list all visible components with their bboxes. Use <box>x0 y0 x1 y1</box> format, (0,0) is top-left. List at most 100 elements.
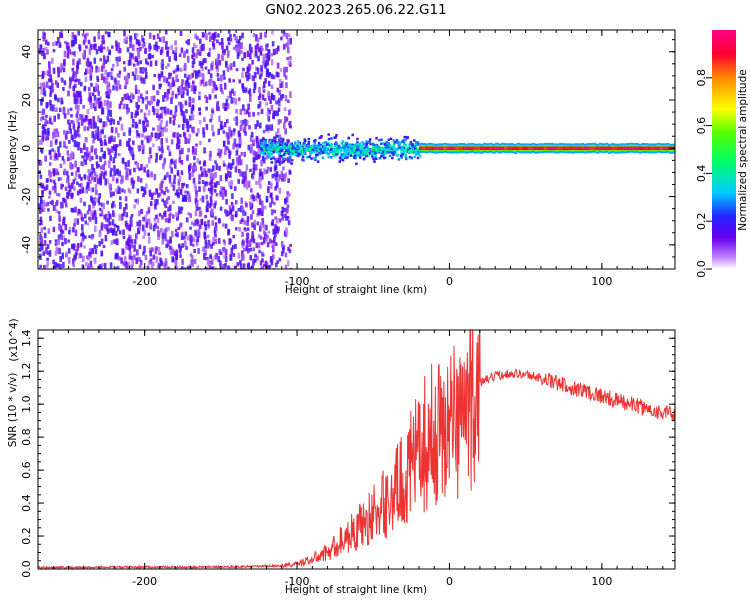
heatmap-cell <box>571 146 575 151</box>
heatmap-cell <box>243 211 247 216</box>
heatmap-cell <box>276 260 279 264</box>
heatmap-cell <box>80 182 83 189</box>
heatmap-cell <box>86 108 90 115</box>
heatmap-cell <box>235 150 239 156</box>
heatmap-cell <box>206 234 210 238</box>
heatmap-cell <box>187 74 191 80</box>
heatmap-cell <box>48 85 51 89</box>
heatmap-cell <box>186 55 190 63</box>
heatmap-cell <box>386 145 390 149</box>
heatmap-cell <box>158 192 162 197</box>
heatmap-cell <box>189 239 193 246</box>
heatmap-cell <box>387 138 390 141</box>
heatmap-cell <box>284 213 287 218</box>
heatmap-cell <box>93 134 96 141</box>
heatmap-cell <box>287 60 291 66</box>
heatmap-cell <box>82 105 85 109</box>
heatmap-cell <box>248 43 252 51</box>
heatmap-cell <box>149 45 152 50</box>
heatmap-cell <box>263 205 267 210</box>
heatmap-cell <box>264 140 268 143</box>
heatmap-cell <box>345 145 348 148</box>
heatmap-cell <box>270 141 273 144</box>
heatmap-cell <box>93 43 97 48</box>
y-tick-label: -20 <box>20 188 33 206</box>
heatmap-cell <box>601 146 606 151</box>
heatmap-cell <box>132 140 135 145</box>
heatmap-cell <box>255 180 258 185</box>
heatmap-cell <box>86 210 90 215</box>
heatmap-cell <box>143 245 146 253</box>
heatmap-cell <box>64 186 68 191</box>
heatmap-cell <box>375 149 379 153</box>
heatmap-cell <box>63 80 67 86</box>
heatmap-cell <box>46 251 50 255</box>
heatmap-cell <box>408 147 412 151</box>
heatmap-cell <box>134 121 138 129</box>
heatmap-cell <box>166 108 170 115</box>
heatmap-cell <box>349 154 352 157</box>
heatmap-cell <box>76 97 79 104</box>
heatmap-cell <box>181 123 185 130</box>
heatmap-cell <box>287 47 290 54</box>
heatmap-cell <box>160 113 163 119</box>
heatmap-cell <box>106 55 110 63</box>
heatmap-cell <box>73 218 77 223</box>
heatmap-cell <box>327 137 331 141</box>
heatmap-cell <box>173 55 177 60</box>
heatmap-cell <box>244 87 248 93</box>
heatmap-cell <box>107 118 110 122</box>
heatmap-cell <box>319 150 323 153</box>
heatmap-cell <box>265 102 268 106</box>
heatmap-cell <box>275 160 279 163</box>
heatmap-cell <box>146 265 150 269</box>
heatmap-cell <box>422 146 426 151</box>
heatmap-cell <box>272 150 275 154</box>
heatmap-cell <box>207 258 210 265</box>
y-tick-label: 0.8 <box>20 428 33 446</box>
heatmap-cell <box>198 107 201 111</box>
heatmap-cell <box>361 148 365 151</box>
heatmap-cell <box>501 146 505 151</box>
heatmap-cell <box>201 179 205 184</box>
heatmap-cell <box>172 200 175 204</box>
heatmap-cell <box>87 168 90 174</box>
heatmap-cell <box>198 206 201 211</box>
heatmap-cell <box>243 220 247 225</box>
heatmap-cell <box>114 153 117 159</box>
heatmap-cell <box>289 91 292 98</box>
heatmap-cell <box>650 146 655 151</box>
heatmap-cell <box>119 203 122 208</box>
heatmap-cell <box>85 185 89 189</box>
heatmap-cell <box>393 142 396 146</box>
heatmap-cell <box>258 86 261 93</box>
heatmap-cell <box>261 223 265 228</box>
heatmap-cell <box>365 152 369 156</box>
heatmap-cell <box>260 151 263 155</box>
heatmap-cell <box>387 142 391 145</box>
heatmap-cell <box>236 147 239 153</box>
heatmap-cell <box>382 148 386 151</box>
heatmap-cell <box>105 218 108 223</box>
heatmap-cell <box>498 146 502 151</box>
heatmap-cell <box>125 40 128 44</box>
heatmap-cell <box>109 170 113 177</box>
heatmap-cell <box>275 48 279 55</box>
heatmap-cell <box>320 152 323 155</box>
heatmap-cell <box>170 246 174 250</box>
heatmap-cell <box>216 39 219 44</box>
heatmap-cell <box>161 109 164 114</box>
heatmap-cell <box>216 72 220 77</box>
heatmap-cell <box>171 93 174 99</box>
heatmap-cell <box>76 110 79 115</box>
heatmap-cell <box>42 124 45 130</box>
heatmap-cell <box>255 151 258 156</box>
heatmap-cell <box>70 172 74 176</box>
heatmap-cell <box>222 188 226 194</box>
heatmap-cell <box>194 33 197 39</box>
heatmap-cell <box>70 151 74 158</box>
heatmap-cell <box>289 243 292 247</box>
heatmap-cell <box>277 45 280 52</box>
heatmap-cell <box>261 156 265 159</box>
heatmap-cell <box>565 146 569 151</box>
